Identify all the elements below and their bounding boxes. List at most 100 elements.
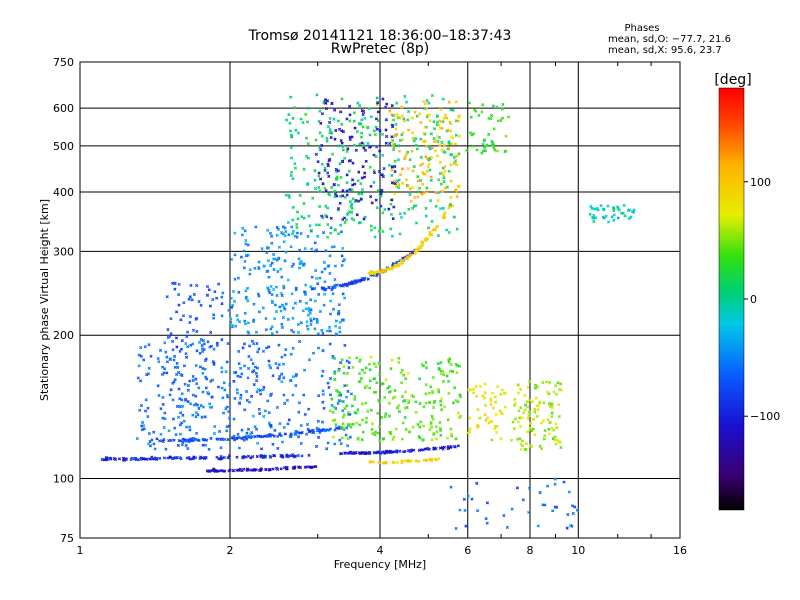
data-point (400, 437, 404, 441)
data-point (188, 425, 192, 429)
data-point (383, 395, 387, 400)
data-point (440, 397, 444, 401)
data-point (339, 110, 343, 114)
data-point (339, 230, 344, 234)
data-point (357, 192, 361, 196)
data-point (330, 245, 334, 249)
data-point (342, 365, 346, 369)
data-point (184, 352, 188, 356)
data-point (182, 364, 187, 368)
data-point (555, 505, 559, 509)
data-point (338, 330, 342, 334)
data-point (456, 444, 460, 448)
data-point (201, 390, 205, 394)
data-point (394, 122, 398, 126)
data-point (567, 490, 571, 494)
data-point (293, 166, 298, 170)
data-point (339, 361, 343, 365)
data-point (248, 344, 252, 348)
data-point (425, 106, 429, 110)
data-point (523, 393, 527, 398)
data-point (284, 302, 288, 306)
data-point (326, 125, 331, 129)
data-point (220, 370, 224, 374)
data-point (244, 295, 248, 299)
data-point (382, 166, 386, 171)
data-point (343, 156, 347, 160)
data-point (316, 160, 320, 164)
data-point (346, 436, 350, 441)
data-point (380, 415, 384, 420)
data-point (390, 181, 394, 185)
data-point (361, 112, 365, 117)
data-point (291, 375, 295, 379)
data-point (221, 396, 225, 400)
data-point (491, 406, 495, 410)
data-point (323, 267, 327, 271)
data-point (400, 181, 405, 185)
data-point (435, 458, 439, 462)
data-point (438, 207, 443, 211)
data-point (358, 142, 362, 146)
data-point (256, 350, 260, 354)
data-point (411, 394, 416, 399)
data-point (153, 447, 157, 451)
data-point (484, 418, 488, 422)
data-point (289, 133, 293, 137)
data-point (599, 203, 603, 208)
data-point (400, 105, 404, 109)
data-point (172, 358, 176, 362)
data-point (272, 434, 276, 438)
data-point (291, 330, 296, 334)
data-point (304, 136, 309, 140)
data-point (302, 290, 307, 294)
data-point (351, 365, 355, 369)
data-point (380, 132, 385, 136)
data-point (434, 204, 438, 208)
data-point (344, 395, 349, 399)
data-point (428, 199, 433, 203)
data-point (235, 437, 239, 441)
data-point (283, 353, 287, 357)
data-point (397, 403, 401, 408)
data-point (248, 432, 253, 436)
data-point (202, 438, 206, 442)
data-point (557, 387, 562, 392)
data-point (280, 454, 284, 458)
data-point (208, 304, 212, 308)
data-point (398, 212, 402, 216)
data-point (283, 307, 287, 311)
data-point (373, 433, 377, 437)
data-point (258, 411, 262, 416)
data-point (360, 402, 365, 406)
data-point (177, 303, 181, 307)
data-point (169, 438, 173, 442)
data-point (400, 138, 405, 142)
data-point (230, 323, 235, 327)
data-point (343, 451, 347, 455)
data-point (349, 425, 353, 429)
x-tick-label: 6 (464, 544, 471, 557)
data-point (416, 179, 420, 183)
data-point (372, 377, 376, 381)
data-point (259, 447, 264, 451)
data-point (527, 510, 531, 514)
data-point (395, 114, 400, 118)
data-point (188, 295, 192, 299)
data-point (376, 411, 380, 415)
data-point (341, 318, 345, 322)
data-point (278, 305, 282, 309)
data-point (539, 421, 543, 425)
data-point (491, 143, 496, 147)
data-point (557, 403, 561, 407)
data-point (422, 458, 426, 462)
data-point (433, 149, 438, 153)
data-point (227, 308, 231, 312)
data-point (317, 394, 321, 398)
data-point (147, 431, 151, 436)
data-point (513, 401, 517, 405)
data-point (232, 417, 236, 421)
data-point (456, 411, 461, 415)
data-point (201, 371, 205, 375)
data-point (318, 109, 322, 113)
